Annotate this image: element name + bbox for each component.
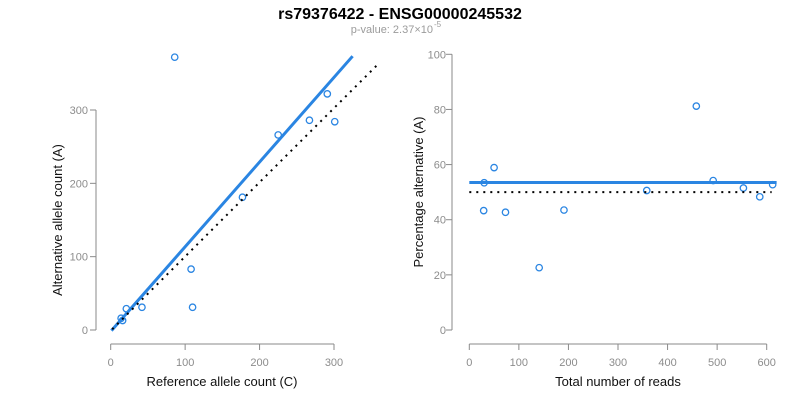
y-tick-label: 80 xyxy=(434,104,446,116)
left-x-axis-title: Reference allele count (C) xyxy=(146,374,297,389)
data-point xyxy=(274,131,283,139)
data-point xyxy=(560,206,568,214)
figure-title: rs79376422 - ENSG00000245532 xyxy=(278,6,522,23)
fit-line xyxy=(110,55,354,332)
y-tick-label: 20 xyxy=(434,270,446,282)
x-tick-label: 400 xyxy=(658,357,676,369)
y-tick-label: 300 xyxy=(70,105,88,117)
y-tick-label: 40 xyxy=(434,215,446,227)
data-point xyxy=(323,90,332,98)
right-x-axis-title: Total number of reads xyxy=(555,374,681,389)
data-point xyxy=(187,265,195,273)
x-tick-label: 0 xyxy=(466,357,472,369)
x-tick-label: 300 xyxy=(609,357,627,369)
y-tick-label: 100 xyxy=(428,49,446,61)
x-tick-label: 300 xyxy=(325,357,343,369)
x-tick-label: 0 xyxy=(108,357,114,369)
x-tick-label: 100 xyxy=(176,357,194,369)
y-tick-label: 0 xyxy=(440,325,446,337)
data-point xyxy=(642,186,651,195)
x-tick-label: 500 xyxy=(708,357,726,369)
data-point xyxy=(138,303,146,312)
data-point xyxy=(739,184,748,192)
data-point xyxy=(479,206,488,215)
data-point xyxy=(330,117,339,126)
data-point xyxy=(170,53,179,62)
x-tick-label: 200 xyxy=(250,357,268,369)
data-point xyxy=(501,208,510,217)
data-point xyxy=(188,303,197,312)
right-y-axis-title: Percentage alternative (A) xyxy=(411,116,426,267)
y-tick-label: 60 xyxy=(434,160,446,172)
x-tick-label: 200 xyxy=(559,357,577,369)
data-point xyxy=(692,102,701,110)
x-tick-label: 600 xyxy=(758,357,776,369)
data-point xyxy=(755,192,764,201)
data-point xyxy=(305,116,314,125)
data-point xyxy=(535,263,544,272)
left-scatter-plot: 0 100 200 300 0 100 200 300 xyxy=(70,53,380,369)
right-scatter-plot: 0 100 200 300 400 500 600 0 20 40 60 80 100 xyxy=(428,49,777,369)
figure-subtitle-exponent: -5 xyxy=(434,20,442,29)
y-tick-label: 0 xyxy=(82,325,88,337)
figure-subtitle: p-value: 2.37×10 xyxy=(351,24,433,36)
y-tick-label: 100 xyxy=(70,252,88,264)
x-tick-label: 100 xyxy=(510,357,528,369)
left-y-axis-title: Alternative allele count (A) xyxy=(50,144,65,296)
y-tick-label: 200 xyxy=(70,178,88,190)
data-point xyxy=(490,163,498,172)
